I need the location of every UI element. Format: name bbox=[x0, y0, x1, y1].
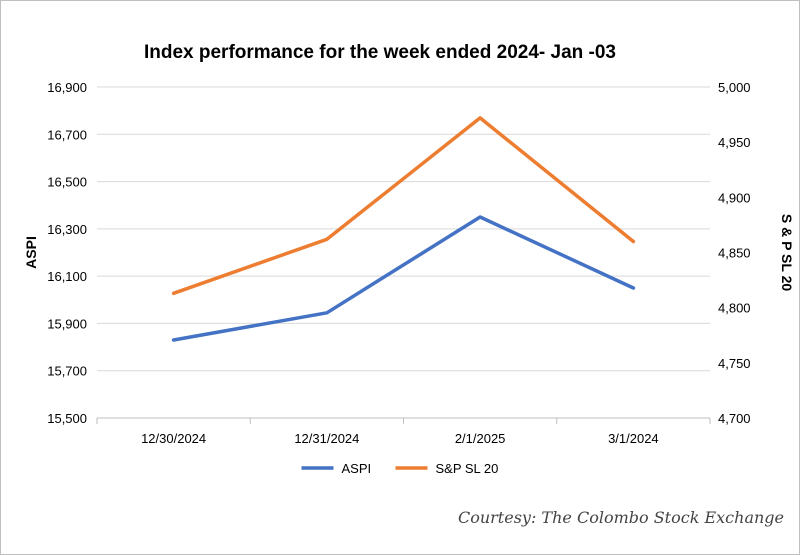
legend-label: S&P SL 20 bbox=[436, 461, 499, 476]
y-axis-title: ASPI bbox=[23, 236, 39, 269]
y2-tick-label: 4,700 bbox=[718, 411, 751, 426]
series-line-s-p-sl-20 bbox=[171, 116, 636, 296]
y2-axis-title: S & P SL 20 bbox=[779, 214, 795, 292]
chart-title: Index performance for the week ended 202… bbox=[143, 42, 616, 63]
y2-tick-label: 4,950 bbox=[718, 135, 751, 150]
x-tick-label: 12/30/2024 bbox=[141, 431, 206, 446]
y2-tick-label: 4,750 bbox=[718, 356, 751, 371]
y-tick-label: 15,500 bbox=[47, 411, 87, 426]
courtesy-note: Courtesy: The Colombo Stock Exchange bbox=[457, 508, 784, 527]
x-tick-label: 3/1/2024 bbox=[608, 431, 659, 446]
y-tick-label: 16,900 bbox=[47, 80, 87, 95]
y-tick-label: 15,700 bbox=[47, 364, 87, 379]
y2-tick-label: 4,900 bbox=[718, 190, 751, 205]
y-tick-label: 16,500 bbox=[47, 175, 87, 190]
x-tick-label: 2/1/2025 bbox=[455, 431, 506, 446]
x-tick-label: 12/31/2024 bbox=[294, 431, 359, 446]
y-tick-label: 16,300 bbox=[47, 222, 87, 237]
y-tick-label: 16,100 bbox=[47, 269, 87, 284]
y2-tick-label: 4,800 bbox=[718, 301, 751, 316]
y-tick-label: 16,700 bbox=[47, 127, 87, 142]
y-tick-label: 15,900 bbox=[47, 316, 87, 331]
series-line-aspi bbox=[171, 215, 636, 342]
legend-label: ASPI bbox=[342, 461, 372, 476]
y2-tick-label: 5,000 bbox=[718, 80, 751, 95]
y2-tick-label: 4,850 bbox=[718, 246, 751, 261]
